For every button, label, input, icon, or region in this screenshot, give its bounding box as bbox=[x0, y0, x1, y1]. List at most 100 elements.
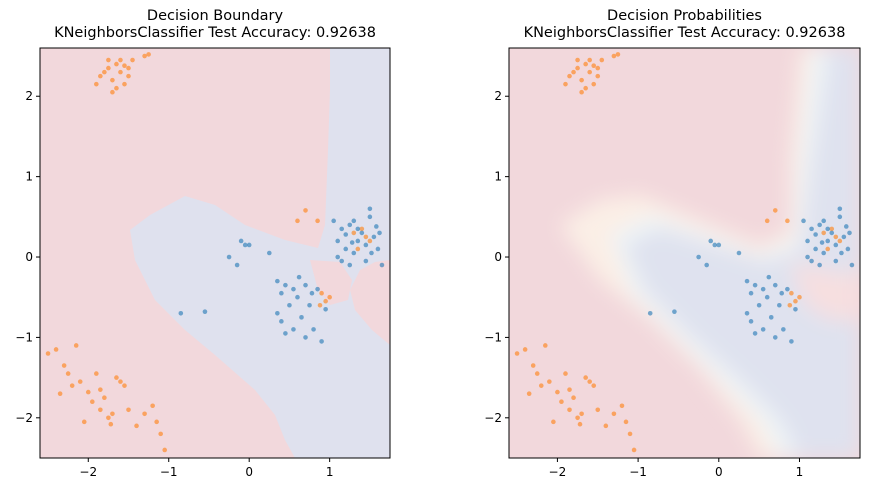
right-point-blue-34 bbox=[781, 327, 786, 332]
left-ytick-label: 0 bbox=[25, 250, 33, 264]
left-point-orange-45 bbox=[98, 407, 103, 413]
right-point-blue-27 bbox=[752, 282, 758, 288]
right-point-orange-13 bbox=[587, 57, 592, 63]
right-point-blue-17 bbox=[821, 218, 826, 224]
left-point-blue-27 bbox=[283, 282, 288, 288]
left-point-orange-38 bbox=[65, 371, 71, 376]
left-point-orange-12 bbox=[146, 52, 151, 57]
right-ytick-label: −2 bbox=[484, 411, 502, 425]
left-point-orange-43 bbox=[154, 419, 159, 425]
right-point-blue-11 bbox=[847, 230, 852, 236]
right-point-blue-24 bbox=[801, 218, 806, 224]
right-point-orange-53 bbox=[793, 298, 798, 304]
left-xtick-label: −2 bbox=[79, 465, 97, 479]
left-point-blue-31 bbox=[299, 315, 304, 320]
right-point-blue-7 bbox=[833, 242, 839, 248]
left-point-blue-41 bbox=[303, 335, 308, 340]
right-point-orange-30 bbox=[591, 383, 597, 388]
left-point-orange-22 bbox=[77, 379, 83, 384]
right-point-blue-47 bbox=[696, 254, 701, 260]
right-point-blue-28 bbox=[756, 302, 762, 308]
prob-red-pocket bbox=[790, 262, 860, 320]
right-point-orange-38 bbox=[534, 371, 540, 376]
right-axes: −2 −1 0 1 −2 −1 0 1 2 bbox=[484, 47, 861, 479]
right-point-blue-45 bbox=[647, 310, 653, 316]
right-point-orange-52 bbox=[789, 290, 794, 296]
right-ytick-label: −1 bbox=[484, 330, 502, 344]
right-xtick-label: −2 bbox=[549, 465, 567, 479]
left-point-orange-41 bbox=[81, 419, 87, 425]
right-point-blue-43 bbox=[766, 274, 772, 280]
right-ytick-label: 0 bbox=[494, 250, 502, 264]
left-point-orange-53 bbox=[323, 298, 328, 304]
left-point-blue-40 bbox=[291, 327, 296, 332]
left-point-blue-17 bbox=[351, 218, 357, 224]
left-point-blue-9 bbox=[371, 234, 377, 240]
right-point-orange-56 bbox=[837, 238, 843, 244]
right-point-orange-46 bbox=[764, 218, 770, 224]
left-point-blue-38 bbox=[279, 319, 284, 324]
right-point-blue-42 bbox=[744, 310, 750, 316]
left-point-blue-45 bbox=[178, 310, 184, 316]
right-point-blue-26 bbox=[748, 290, 754, 296]
right-point-orange-6 bbox=[595, 65, 601, 71]
right-point-orange-21 bbox=[538, 383, 544, 388]
left-point-orange-5 bbox=[122, 81, 127, 87]
right-point-blue-12 bbox=[849, 262, 855, 268]
left-point-blue-36 bbox=[319, 339, 324, 344]
left-point-blue-6 bbox=[359, 230, 365, 236]
right-point-blue-4 bbox=[821, 250, 826, 256]
right-point-orange-11 bbox=[611, 53, 617, 59]
left-xtick-label: 0 bbox=[245, 465, 253, 479]
right-point-orange-1 bbox=[575, 65, 580, 71]
left-point-blue-47 bbox=[226, 254, 232, 260]
right-point-orange-7 bbox=[599, 57, 605, 63]
right-point-orange-43 bbox=[623, 419, 629, 425]
right-point-orange-28 bbox=[579, 411, 584, 417]
right-point-blue-2 bbox=[813, 246, 818, 252]
right-point-orange-57 bbox=[825, 246, 831, 252]
left-point-blue-51 bbox=[246, 242, 252, 248]
left-point-blue-28 bbox=[287, 302, 292, 308]
left-point-blue-35 bbox=[315, 286, 320, 292]
left-point-blue-44 bbox=[309, 290, 315, 296]
right-point-blue-22 bbox=[839, 250, 844, 256]
left-point-blue-37 bbox=[323, 306, 328, 312]
left-point-blue-23 bbox=[374, 224, 379, 229]
left-point-blue-26 bbox=[279, 290, 284, 296]
right-point-blue-37 bbox=[793, 306, 798, 312]
left-point-orange-34 bbox=[150, 403, 155, 409]
right-point-orange-50 bbox=[829, 226, 835, 232]
left-point-orange-42 bbox=[108, 421, 114, 427]
right-ytick-label: 1 bbox=[494, 170, 502, 184]
left-point-blue-14 bbox=[339, 258, 345, 264]
right-chart-title: Decision Probabilities KNeighborsClassif… bbox=[509, 8, 860, 42]
left-point-blue-22 bbox=[369, 250, 374, 256]
left-point-orange-1 bbox=[106, 65, 111, 71]
left-point-orange-35 bbox=[158, 431, 163, 437]
right-point-blue-3 bbox=[817, 222, 822, 228]
right-point-blue-35 bbox=[785, 286, 790, 292]
left-point-orange-44 bbox=[57, 391, 63, 396]
left-point-orange-48 bbox=[315, 218, 320, 224]
right-title-line1: Decision Probabilities bbox=[607, 8, 762, 24]
left-point-blue-25 bbox=[275, 278, 280, 284]
left-point-blue-5 bbox=[355, 238, 361, 244]
left-point-blue-49 bbox=[238, 238, 244, 244]
left-point-blue-46 bbox=[202, 309, 208, 314]
left-point-orange-33 bbox=[142, 411, 147, 417]
right-point-blue-10 bbox=[845, 246, 851, 252]
right-point-blue-5 bbox=[825, 238, 831, 244]
right-point-blue-36 bbox=[789, 339, 794, 344]
right-point-orange-12 bbox=[615, 52, 621, 57]
left-point-blue-13 bbox=[335, 254, 341, 260]
left-point-blue-11 bbox=[377, 230, 382, 236]
right-point-blue-29 bbox=[760, 286, 766, 292]
right-point-blue-18 bbox=[833, 258, 839, 264]
right-point-orange-31 bbox=[595, 407, 601, 413]
left-point-blue-39 bbox=[283, 331, 288, 336]
left-point-blue-52 bbox=[267, 250, 272, 256]
left-point-orange-27 bbox=[106, 415, 111, 421]
left-point-blue-21 bbox=[349, 240, 355, 245]
left-point-orange-6 bbox=[126, 65, 131, 71]
